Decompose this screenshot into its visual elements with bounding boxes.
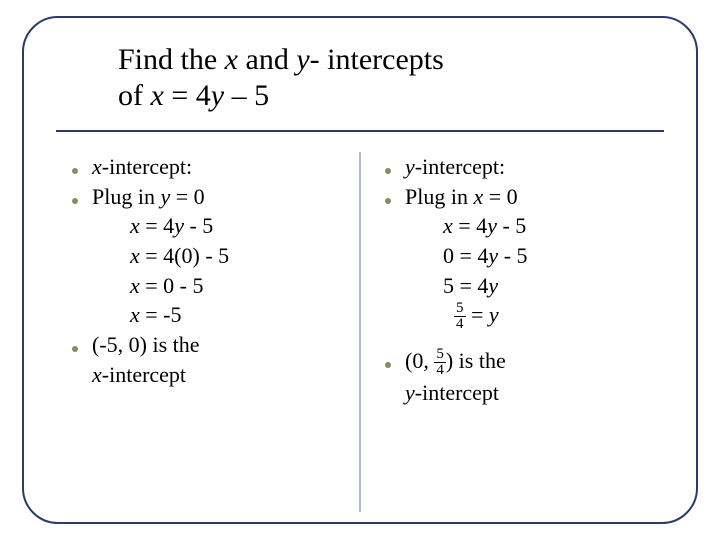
- text: -intercept: [102, 362, 186, 387]
- list-item: Plug in x = 0: [385, 182, 656, 212]
- text: =: [466, 302, 489, 327]
- text: ) is the: [446, 348, 506, 373]
- title-text: Find the: [118, 43, 225, 76]
- title-rule: [56, 130, 664, 132]
- title-var-y: y: [211, 79, 224, 112]
- text: - 5: [498, 243, 527, 268]
- var-y: y: [405, 380, 415, 405]
- title-text: of: [118, 79, 151, 112]
- bullet-icon: [385, 168, 391, 174]
- var-x: x: [92, 154, 102, 179]
- text: (0,: [405, 348, 434, 373]
- work-steps: x = 4y - 5 x = 4(0) - 5 x = 0 - 5 x = -5: [72, 211, 343, 330]
- list-item: (0, 54) is the y-intercept: [385, 346, 656, 408]
- frac-num: 5: [434, 347, 446, 362]
- fraction: 54: [454, 301, 466, 332]
- title-text: - intercepts: [310, 43, 444, 76]
- text: = 0 - 5: [140, 273, 204, 298]
- var-y: y: [488, 243, 498, 268]
- list-item: (-5, 0) is the x-intercept: [72, 330, 343, 389]
- text: Plug in: [405, 184, 473, 209]
- text: = 4: [140, 213, 174, 238]
- title-var-x: x: [225, 43, 238, 76]
- var-y: y: [488, 273, 498, 298]
- item-text: (0, 54) is the y-intercept: [405, 346, 506, 408]
- step-line: 0 = 4y - 5: [443, 241, 656, 271]
- text: -intercept:: [415, 154, 505, 179]
- list-item: Plug in y = 0: [72, 182, 343, 212]
- text: = 0: [483, 184, 517, 209]
- text: = -5: [140, 302, 182, 327]
- var-y: y: [487, 213, 497, 238]
- var-x: x: [130, 302, 140, 327]
- columns: x-intercept: Plug in y = 0 x = 4y - 5 x …: [54, 152, 666, 512]
- var-x: x: [130, 273, 140, 298]
- item-text: Plug in x = 0: [405, 182, 518, 212]
- bullet-icon: [72, 168, 78, 174]
- text: -intercept:: [102, 154, 192, 179]
- title-line-1: Find the x and y- intercepts: [118, 42, 666, 78]
- var-x: x: [130, 213, 140, 238]
- text: = 4(0) - 5: [140, 243, 229, 268]
- text: 0 = 4: [443, 243, 488, 268]
- title-block: Find the x and y- intercepts of x = 4y –…: [54, 42, 666, 126]
- text: = 4: [453, 213, 487, 238]
- item-text: Plug in y = 0: [92, 182, 205, 212]
- title-text: and: [238, 43, 296, 76]
- step-line: x = 4y - 5: [443, 211, 656, 241]
- right-column: y-intercept: Plug in x = 0 x = 4y - 5 0 …: [367, 152, 666, 512]
- fraction: 54: [434, 347, 446, 378]
- var-y: y: [489, 302, 499, 327]
- var-x: x: [473, 184, 483, 209]
- var-y: y: [174, 213, 184, 238]
- item-text: x-intercept:: [92, 152, 192, 182]
- step-line: 54 = y: [443, 300, 656, 332]
- bullet-icon: [72, 346, 78, 352]
- text: - 5: [184, 213, 213, 238]
- bullet-icon: [385, 362, 391, 368]
- bullet-icon: [72, 198, 78, 204]
- step-line: x = 4(0) - 5: [130, 241, 343, 271]
- list-item: y-intercept:: [385, 152, 656, 182]
- frac-den: 4: [434, 362, 446, 378]
- text: 5 = 4: [443, 273, 488, 298]
- frac-num: 5: [454, 301, 466, 316]
- work-steps: x = 4y - 5 0 = 4y - 5 5 = 4y 54 = y: [385, 211, 656, 332]
- step-line: x = -5: [130, 300, 343, 330]
- left-column: x-intercept: Plug in y = 0 x = 4y - 5 x …: [54, 152, 353, 512]
- frac-den: 4: [454, 316, 466, 332]
- var-y: y: [405, 154, 415, 179]
- title-var-y: y: [296, 43, 309, 76]
- title-text: – 5: [224, 79, 269, 112]
- var-y: y: [160, 184, 170, 209]
- text: = 0: [170, 184, 204, 209]
- slide-frame: Find the x and y- intercepts of x = 4y –…: [22, 16, 698, 524]
- step-line: x = 0 - 5: [130, 271, 343, 301]
- column-divider: [359, 152, 361, 512]
- step-line: 5 = 4y: [443, 271, 656, 301]
- step-line: x = 4y - 5: [130, 211, 343, 241]
- text: (-5, 0) is the: [92, 332, 200, 357]
- title-var-x: x: [151, 79, 164, 112]
- var-x: x: [443, 213, 453, 238]
- text: -intercept: [415, 380, 499, 405]
- text: - 5: [497, 213, 526, 238]
- bullet-icon: [385, 198, 391, 204]
- var-x: x: [92, 362, 102, 387]
- title-text: = 4: [164, 79, 211, 112]
- var-x: x: [130, 243, 140, 268]
- title-line-2: of x = 4y – 5: [118, 78, 666, 114]
- text: Plug in: [92, 184, 160, 209]
- item-text: (-5, 0) is the x-intercept: [92, 330, 200, 389]
- item-text: y-intercept:: [405, 152, 505, 182]
- list-item: x-intercept:: [72, 152, 343, 182]
